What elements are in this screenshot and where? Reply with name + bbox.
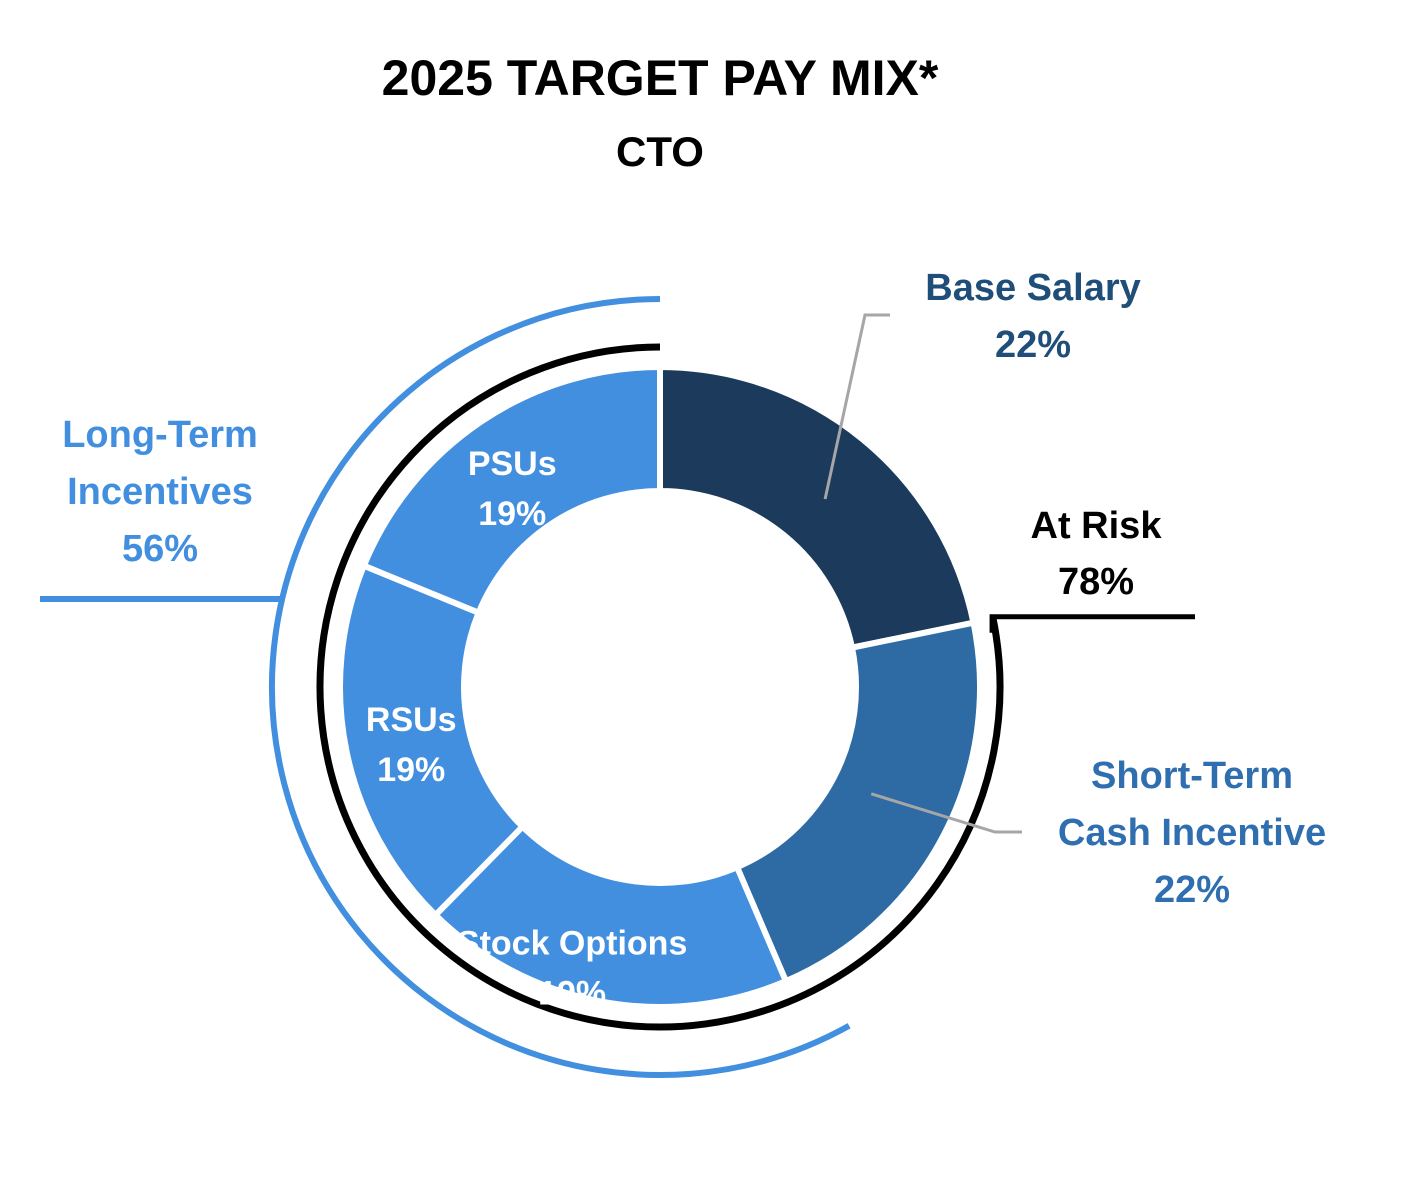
base-salary-leader-line [823, 313, 890, 500]
label-psus: PSUs 19% [468, 445, 557, 533]
label-at-risk-line: 78% [1058, 561, 1134, 603]
label-stock-options: Stock Options 19% [457, 925, 687, 1013]
label-rsus: RSUs 19% [366, 701, 457, 789]
short-term-cash-incentive-leader-line [870, 792, 1022, 834]
label-short-term-cash-incentive: Short-Term Cash Incentive 22% [1058, 755, 1326, 911]
chart-subtitle: CTO [616, 128, 704, 175]
long-term-incentives-bracket-arc [269, 296, 851, 1078]
at-risk-leader-line [989, 614, 1195, 633]
label-long-term-incentives: Long-Term Incentives 56% [62, 414, 258, 570]
label-base-salary-line: Base Salary [925, 267, 1141, 309]
label-short-term-cash-incentive-line: 22% [1154, 869, 1230, 911]
label-stock-options-line: 19% [538, 975, 606, 1013]
label-base-salary: Base Salary 22% [925, 267, 1141, 366]
label-stock-options-line: Stock Options [457, 925, 687, 963]
at-risk-bracket-arc [316, 343, 1004, 1031]
slice-stock-options [431, 822, 790, 1010]
label-at-risk: At Risk 78% [1031, 505, 1163, 603]
label-at-risk-line: At Risk [1031, 505, 1163, 547]
chart-title: 2025 TARGET PAY MIX* [382, 50, 939, 106]
label-base-salary-line: 22% [995, 324, 1071, 366]
label-short-term-cash-incentive-line: Short-Term [1091, 755, 1293, 797]
label-psus-line: 19% [478, 495, 546, 533]
label-rsus-line: 19% [377, 751, 445, 789]
label-psus-line: PSUs [468, 445, 557, 483]
label-long-term-incentives-line: Incentives [67, 471, 253, 513]
label-long-term-incentives-line: Long-Term [62, 414, 258, 456]
slice-base-salary [657, 363, 978, 652]
slice-short-term-cash-incentive [733, 619, 983, 986]
label-long-term-incentives-line: 56% [122, 528, 198, 570]
slice-rsus [337, 561, 527, 920]
slice-psus [359, 363, 663, 617]
label-short-term-cash-incentive-line: Cash Incentive [1058, 812, 1326, 854]
label-rsus-line: RSUs [366, 701, 457, 739]
